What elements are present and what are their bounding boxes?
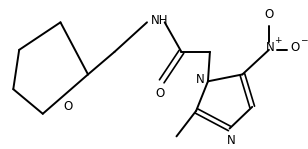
Text: N: N [227,134,236,147]
Text: O: O [64,100,73,113]
Text: O: O [291,41,300,54]
Text: +: + [274,35,282,45]
Text: N: N [265,41,274,54]
Text: O: O [264,8,274,21]
Text: O: O [155,87,164,100]
Text: N: N [196,73,205,86]
Text: −: − [300,35,307,45]
Text: NH: NH [151,14,168,27]
